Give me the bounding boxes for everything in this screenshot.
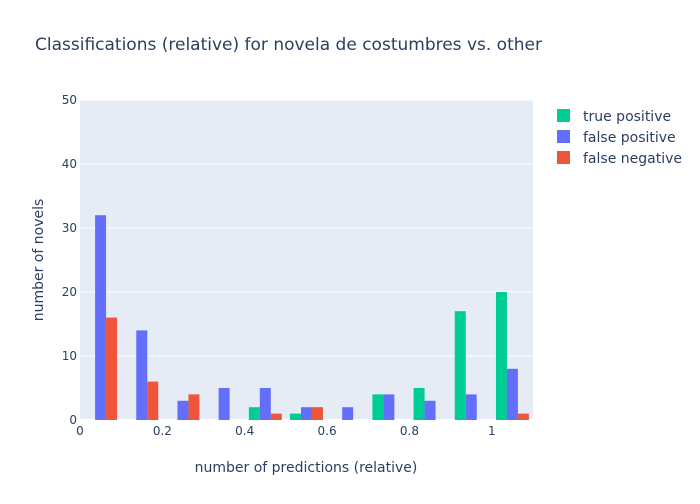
bar-false-positive[interactable] xyxy=(301,407,312,420)
bar-false-negative[interactable] xyxy=(106,317,118,420)
bar-false-positive[interactable] xyxy=(259,388,271,420)
y-tick-label: 30 xyxy=(62,221,77,235)
bar-true-positive[interactable] xyxy=(413,388,425,420)
legend-item-false-positive[interactable]: false positive xyxy=(557,130,676,146)
bar-true-positive[interactable] xyxy=(290,413,302,420)
x-tick-label: 1 xyxy=(488,424,496,438)
legend-swatch xyxy=(557,109,570,122)
bar-false-negative[interactable] xyxy=(147,381,159,420)
bars-layer xyxy=(95,215,529,420)
x-tick-label: 0 xyxy=(76,424,84,438)
y-tick-label: 10 xyxy=(62,349,77,363)
x-axis-label: number of predictions (relative) xyxy=(195,460,418,476)
bar-false-positive[interactable] xyxy=(136,330,148,420)
y-tick-labels: 0 10 20 30 40 50 xyxy=(62,93,77,427)
bar-false-positive[interactable] xyxy=(424,400,436,420)
y-axis-label: number of novels xyxy=(31,199,47,322)
chart-title: Classifications (relative) for novela de… xyxy=(35,35,542,55)
bar-true-positive[interactable] xyxy=(495,292,507,420)
legend-swatch xyxy=(557,151,570,164)
x-tick-label: 0.6 xyxy=(318,424,337,438)
legend[interactable]: true positive false positive false negativ… xyxy=(557,109,682,167)
bar-false-negative[interactable] xyxy=(188,394,200,420)
legend-swatch xyxy=(557,130,570,143)
bar-false-positive[interactable] xyxy=(506,368,518,420)
y-tick-label: 20 xyxy=(62,285,77,299)
bar-true-positive[interactable] xyxy=(454,311,466,420)
y-tick-label: 0 xyxy=(69,413,77,427)
y-tick-label: 40 xyxy=(62,157,77,171)
legend-item-true-positive[interactable]: true positive xyxy=(557,109,671,125)
bar-true-positive[interactable] xyxy=(248,407,260,420)
bar-true-positive[interactable] xyxy=(372,394,384,420)
legend-item-false-negative[interactable]: false negative xyxy=(557,151,682,167)
legend-label: false positive xyxy=(583,130,676,146)
y-tick-label: 50 xyxy=(62,93,77,107)
bar-false-positive[interactable] xyxy=(342,407,354,420)
bar-false-positive[interactable] xyxy=(95,215,107,420)
legend-label: false negative xyxy=(583,151,682,167)
bar-false-negative[interactable] xyxy=(517,413,529,420)
bar-false-positive[interactable] xyxy=(218,388,230,420)
x-tick-label: 0.8 xyxy=(400,424,419,438)
x-tick-labels: 0 0.2 0.4 0.6 0.8 1 xyxy=(76,424,495,438)
bar-false-positive[interactable] xyxy=(465,394,477,420)
bar-false-negative[interactable] xyxy=(270,413,282,420)
x-tick-label: 0.4 xyxy=(235,424,254,438)
bar-false-negative[interactable] xyxy=(311,407,323,420)
bar-false-positive[interactable] xyxy=(383,394,395,420)
bar-false-positive[interactable] xyxy=(177,400,189,420)
x-tick-label: 0.2 xyxy=(153,424,172,438)
legend-label: true positive xyxy=(583,109,671,125)
